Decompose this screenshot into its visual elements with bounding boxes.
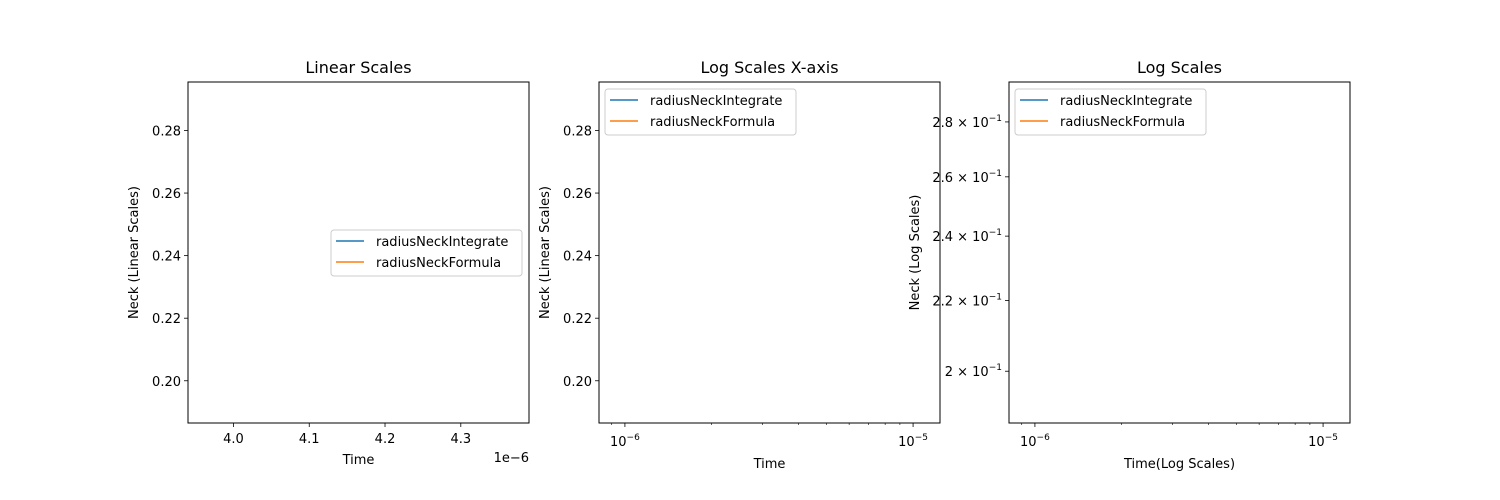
y-axis-label: Neck (Linear Scales) bbox=[127, 186, 142, 319]
subplot-title: Log Scales X-axis bbox=[700, 58, 838, 77]
y-tick-label: 0.20 bbox=[563, 375, 592, 390]
legend-label: radiusNeckFormula bbox=[376, 256, 501, 271]
y-tick-label: 0.20 bbox=[152, 375, 181, 390]
x-axis-label: Time bbox=[753, 457, 786, 472]
x-tick-label: 10−5 bbox=[1308, 433, 1338, 450]
legend: radiusNeckIntegrate radiusNeckFormula bbox=[330, 229, 523, 277]
subplot-1: Linear Scales Time Neck (Linear Scales) 4.0… bbox=[127, 58, 530, 468]
x-offset-label: 1e−6 bbox=[494, 451, 529, 466]
legend-label: radiusNeckIntegrate bbox=[1060, 94, 1192, 109]
legend-box bbox=[1014, 88, 1207, 136]
legend-label: radiusNeckFormula bbox=[1060, 115, 1185, 130]
y-tick-label: 2.2 × 10−1 bbox=[932, 293, 1002, 310]
x-tick-label: 10−6 bbox=[1020, 433, 1050, 450]
x-tick-label: 4.1 bbox=[299, 432, 320, 447]
y-tick-label: 0.24 bbox=[563, 250, 592, 265]
subplot-title: Log Scales bbox=[1137, 58, 1222, 77]
y-axis-label: Neck (Linear Scales) bbox=[538, 186, 553, 319]
x-tick-label: 10−5 bbox=[898, 433, 928, 450]
axes-frame bbox=[187, 81, 530, 424]
legend: radiusNeckIntegrate radiusNeckFormula bbox=[604, 88, 797, 136]
legend-box bbox=[330, 229, 523, 277]
y-tick-label: 0.26 bbox=[152, 187, 181, 202]
y-tick-label: 0.28 bbox=[563, 124, 592, 139]
subplot-title: Linear Scales bbox=[305, 58, 411, 77]
x-tick-label: 4.3 bbox=[450, 432, 471, 447]
legend-label: radiusNeckIntegrate bbox=[650, 94, 782, 109]
x-axis-label: Time bbox=[342, 453, 375, 468]
y-tick-label: 0.26 bbox=[563, 187, 592, 202]
x-tick-label: 4.2 bbox=[375, 432, 396, 447]
axes-frame bbox=[598, 81, 941, 424]
y-tick-label: 2.8 × 10−1 bbox=[932, 114, 1002, 131]
y-tick-label: 2.6 × 10−1 bbox=[932, 169, 1002, 186]
subplot-2: Log Scales X-axis Time Neck (Linear Scales… bbox=[538, 58, 941, 472]
y-tick-label: 2 × 10−1 bbox=[945, 363, 1002, 380]
y-tick-label: 0.28 bbox=[152, 124, 181, 139]
x-axis-label: Time(Log Scales) bbox=[1123, 457, 1235, 472]
y-axis-label: Neck (Log Scales) bbox=[908, 195, 923, 311]
legend: radiusNeckIntegrate radiusNeckFormula bbox=[1014, 88, 1207, 136]
legend-box bbox=[604, 88, 797, 136]
axes-frame bbox=[1008, 81, 1351, 424]
subplot-3: Log Scales Time(Log Scales) Neck (Log Scal… bbox=[908, 58, 1351, 472]
legend-label: radiusNeckIntegrate bbox=[376, 235, 508, 250]
y-tick-label: 0.22 bbox=[563, 312, 592, 327]
x-tick-label: 4.0 bbox=[223, 432, 244, 447]
y-tick-label: 0.24 bbox=[152, 250, 181, 265]
legend-label: radiusNeckFormula bbox=[650, 115, 775, 130]
y-tick-label: 0.22 bbox=[152, 312, 181, 327]
x-tick-label: 10−6 bbox=[610, 433, 640, 450]
y-tick-label: 2.4 × 10−1 bbox=[932, 228, 1002, 245]
